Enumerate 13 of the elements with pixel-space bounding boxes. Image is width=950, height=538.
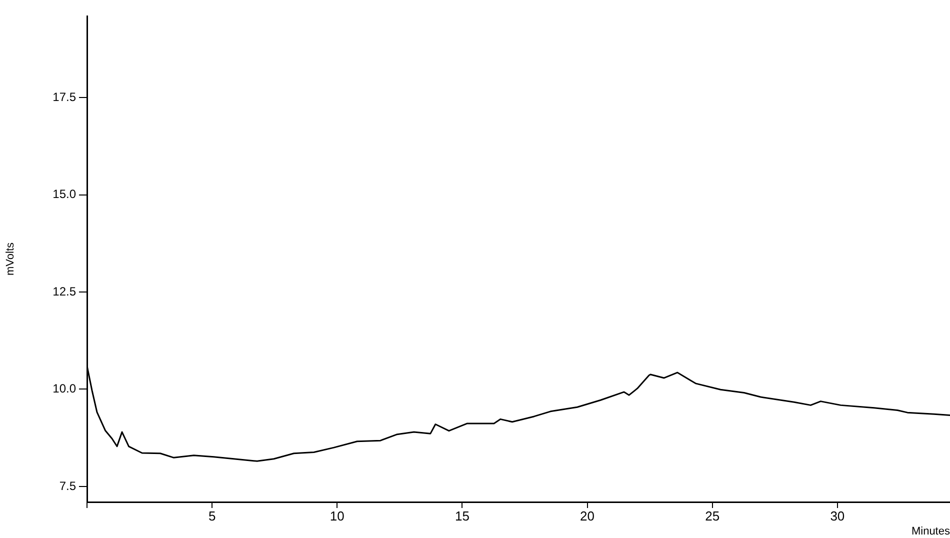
- y-tick-label: 10.0: [52, 382, 76, 396]
- y-axis-title: mVolts: [4, 242, 17, 276]
- x-tick-label: 5: [208, 508, 216, 524]
- x-axis-title: Minutes: [911, 525, 950, 538]
- x-tick-label: 30: [830, 508, 845, 524]
- x-tick-label: 15: [454, 508, 470, 524]
- y-tick-label: 15.0: [52, 187, 76, 202]
- y-tick-label: 17.5: [52, 90, 76, 104]
- y-tick-label: 7.5: [59, 478, 76, 493]
- x-tick-label: 20: [580, 508, 595, 524]
- x-tick-label: 25: [705, 508, 720, 524]
- x-tick-label: 10: [330, 508, 344, 524]
- y-tick-label: 12.5: [52, 284, 76, 298]
